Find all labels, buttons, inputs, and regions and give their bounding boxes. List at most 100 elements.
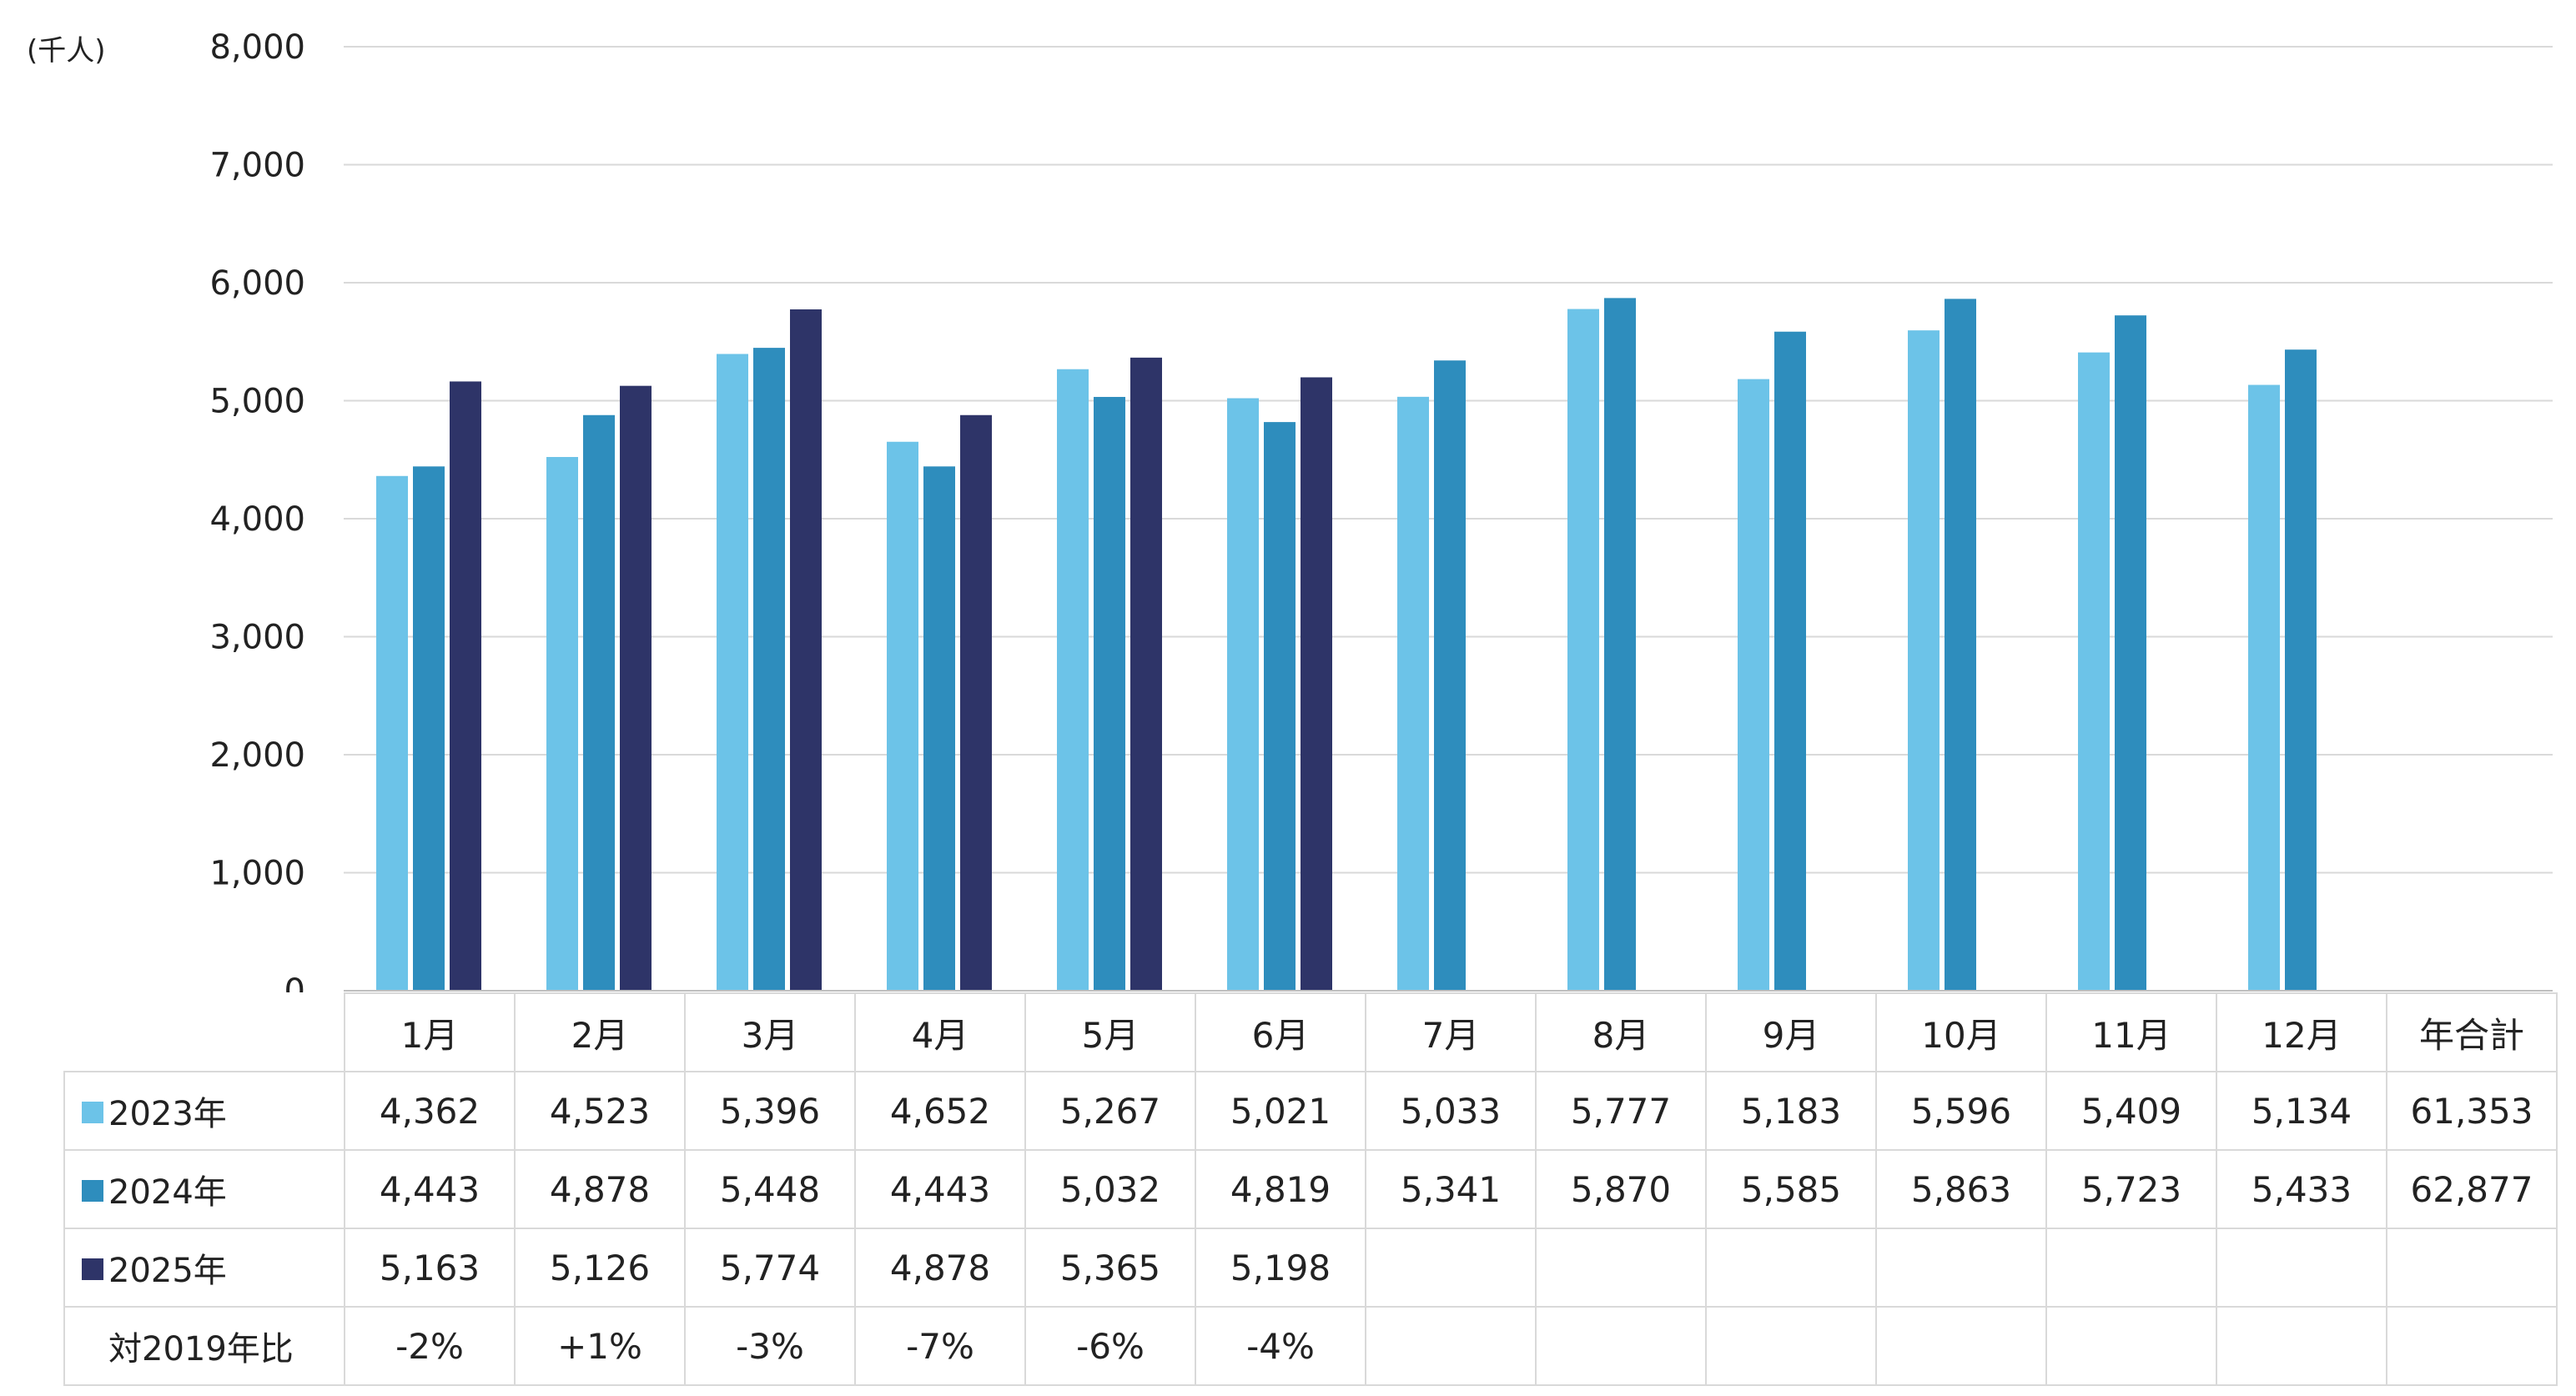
bar-2025年-1月	[450, 381, 481, 991]
table-corner-cell	[64, 993, 345, 1072]
table-cell	[2216, 1306, 2387, 1386]
table-cell: 5,033	[1365, 1071, 1537, 1151]
y-tick-label: 3,000	[209, 619, 305, 657]
table-header-row: 1月 2月 3月 4月 5月 6月 7月 8月 9月 10月 11月 12月 年…	[64, 992, 2558, 1072]
table-cell	[1535, 1228, 1707, 1308]
header-cell: 12月	[2216, 992, 2387, 1072]
bar-2023年-10月	[1908, 330, 1940, 991]
table-cell: 5,126	[514, 1228, 686, 1308]
table-row-2024: 2024年 4,443 4,878 5,448 4,443 5,032 4,81…	[63, 1149, 2558, 1229]
header-cell: 2月	[514, 992, 686, 1072]
bar-2024年-6月	[1264, 422, 1296, 991]
table-cell: 5,777	[1535, 1071, 1707, 1151]
header-cell: 11月	[2045, 992, 2217, 1072]
table-cell: -4%	[1195, 1306, 1366, 1386]
y-tick-label: 8,000	[209, 28, 305, 67]
bar-2024年-7月	[1434, 360, 1466, 991]
table-cell: 5,723	[2045, 1149, 2217, 1229]
table-cell: 5,596	[1875, 1071, 2047, 1151]
table-cell: -3%	[684, 1306, 856, 1386]
bar-2024年-1月	[413, 466, 445, 991]
table-cell	[2216, 1228, 2387, 1308]
table-cell: 5,365	[1024, 1228, 1196, 1308]
series-label: 2024年	[108, 1173, 227, 1212]
bar-2023年-8月	[1567, 309, 1599, 991]
legend-swatch-2025	[82, 1258, 103, 1280]
table-row-2023: 2023年 4,362 4,523 5,396 4,652 5,267 5,02…	[63, 1071, 2558, 1151]
table-cell: 4,362	[344, 1071, 516, 1151]
table-cell: 4,878	[514, 1149, 686, 1229]
table-cell: 5,134	[2216, 1071, 2387, 1151]
header-cell: 1月	[344, 992, 516, 1072]
y-tick-label: 5,000	[209, 383, 305, 421]
bar-2025年-6月	[1301, 377, 1332, 991]
y-tick-label: 2,000	[209, 736, 305, 775]
bar-2023年-9月	[1738, 379, 1769, 992]
table-cell: 5,198	[1195, 1228, 1366, 1308]
table-cell: 5,863	[1875, 1149, 2047, 1229]
ratio-label-cell: 対2019年比	[63, 1306, 345, 1386]
table-cell: 4,443	[344, 1149, 516, 1229]
table-cell: 4,878	[854, 1228, 1026, 1308]
table-cell	[1705, 1228, 1877, 1308]
legend-swatch-spacer	[82, 1337, 103, 1358]
bar-2025年-3月	[790, 309, 822, 991]
table-cell: 5,870	[1535, 1149, 1707, 1229]
bar-2024年-12月	[2285, 349, 2317, 992]
ratio-label: 対2019年比	[108, 1330, 294, 1368]
series-label: 2025年	[108, 1252, 227, 1290]
table-cell	[1875, 1228, 2047, 1308]
table-row-vs-2019: 対2019年比 -2% +1% -3% -7% -6% -4%	[63, 1306, 2558, 1386]
table-cell: -7%	[854, 1306, 1026, 1386]
table-cell: 5,267	[1024, 1071, 1196, 1151]
header-cell: 7月	[1365, 992, 1537, 1072]
bar-2023年-5月	[1057, 369, 1089, 992]
legend-swatch-2023	[82, 1102, 103, 1123]
bar-2024年-9月	[1774, 331, 1806, 991]
bar-2023年-3月	[717, 354, 748, 991]
table-cell: 4,652	[854, 1071, 1026, 1151]
table-cell: 5,409	[2045, 1071, 2217, 1151]
y-axis-unit-label: (千人)	[27, 34, 106, 68]
bar-2025年-2月	[620, 385, 652, 991]
bar-2023年-6月	[1227, 398, 1259, 991]
bar-2025年-4月	[960, 414, 992, 991]
bar-2024年-8月	[1604, 298, 1636, 991]
legend-cell-2023: 2023年	[63, 1071, 345, 1151]
y-tick-label: 7,000	[209, 147, 305, 185]
table-cell: 62,877	[2386, 1149, 2558, 1229]
table-cell	[2386, 1228, 2558, 1308]
table-cell: 4,443	[854, 1149, 1026, 1229]
table-cell: -2%	[344, 1306, 516, 1386]
bar-2025年-5月	[1130, 357, 1162, 991]
table-cell: 5,341	[1365, 1149, 1537, 1229]
table-cell: 5,396	[684, 1071, 856, 1151]
bar-2024年-11月	[2115, 315, 2146, 991]
table-cell: +1%	[514, 1306, 686, 1386]
bar-chart: (千人) 0 1,000 2,000 3,000 4,000 5,000 6,000 7,00…	[27, 28, 2553, 992]
bar-2023年-11月	[2078, 352, 2110, 992]
header-cell: 8月	[1535, 992, 1707, 1072]
bar-2024年-3月	[753, 348, 785, 991]
table-cell: 5,448	[684, 1149, 856, 1229]
table-cell	[1365, 1306, 1537, 1386]
bar-2024年-10月	[1945, 299, 1976, 991]
table-cell	[2045, 1306, 2217, 1386]
legend-cell-2024: 2024年	[63, 1149, 345, 1229]
table-cell: 4,819	[1195, 1149, 1366, 1229]
y-tick-label: 0	[284, 972, 305, 992]
series-label: 2023年	[108, 1095, 227, 1133]
bar-series	[376, 298, 2317, 992]
bar-2023年-4月	[887, 441, 918, 991]
bar-2024年-5月	[1094, 396, 1125, 991]
table-cell: 5,032	[1024, 1149, 1196, 1229]
bar-2024年-2月	[583, 414, 615, 991]
header-cell: 年合計	[2386, 992, 2558, 1072]
header-cell: 6月	[1195, 992, 1366, 1072]
header-cell: 10月	[1875, 992, 2047, 1072]
table-row-2025: 2025年 5,163 5,126 5,774 4,878 5,365 5,19…	[63, 1228, 2558, 1308]
header-cell: 4月	[854, 992, 1026, 1072]
table-cell: 5,433	[2216, 1149, 2387, 1229]
table-cell: 4,523	[514, 1071, 686, 1151]
y-tick-label: 1,000	[209, 855, 305, 893]
